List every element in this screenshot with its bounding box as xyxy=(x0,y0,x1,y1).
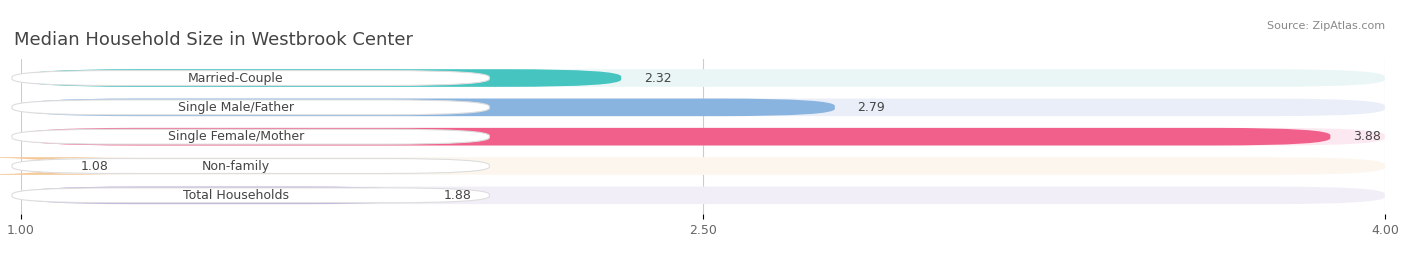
Text: 2.79: 2.79 xyxy=(858,101,886,114)
Text: 2.32: 2.32 xyxy=(644,72,672,84)
FancyBboxPatch shape xyxy=(13,70,489,85)
FancyBboxPatch shape xyxy=(21,99,835,116)
FancyBboxPatch shape xyxy=(13,129,489,144)
FancyBboxPatch shape xyxy=(21,128,1330,146)
FancyBboxPatch shape xyxy=(21,99,1385,116)
FancyBboxPatch shape xyxy=(21,69,1385,87)
FancyBboxPatch shape xyxy=(0,157,135,175)
FancyBboxPatch shape xyxy=(21,157,1385,175)
FancyBboxPatch shape xyxy=(21,187,422,204)
FancyBboxPatch shape xyxy=(13,188,489,203)
Text: 1.08: 1.08 xyxy=(80,159,108,173)
Text: Single Male/Father: Single Male/Father xyxy=(179,101,294,114)
Text: 3.88: 3.88 xyxy=(1353,130,1381,143)
Text: 1.88: 1.88 xyxy=(444,189,472,202)
Text: Median Household Size in Westbrook Center: Median Household Size in Westbrook Cente… xyxy=(14,31,413,49)
Text: Married-Couple: Married-Couple xyxy=(188,72,284,84)
FancyBboxPatch shape xyxy=(13,100,489,115)
Text: Single Female/Mother: Single Female/Mother xyxy=(167,130,304,143)
FancyBboxPatch shape xyxy=(21,69,621,87)
Text: Source: ZipAtlas.com: Source: ZipAtlas.com xyxy=(1267,21,1385,31)
FancyBboxPatch shape xyxy=(13,159,489,173)
Text: Non-family: Non-family xyxy=(202,159,270,173)
Text: Total Households: Total Households xyxy=(183,189,288,202)
FancyBboxPatch shape xyxy=(21,187,1385,204)
FancyBboxPatch shape xyxy=(21,128,1385,146)
